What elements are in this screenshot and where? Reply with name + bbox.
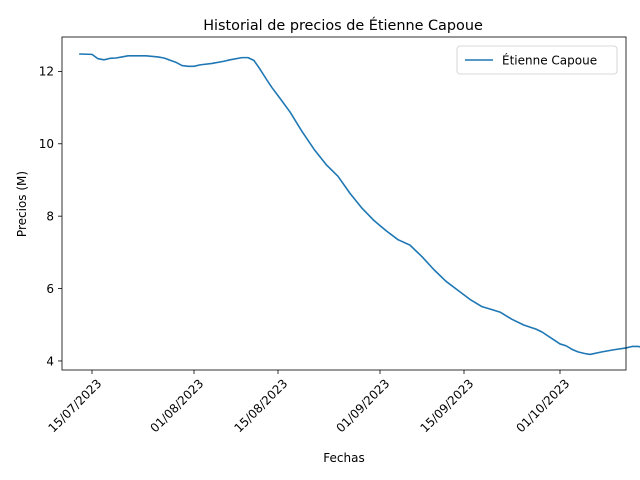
y-axis-label: Precios (M) bbox=[15, 171, 29, 237]
x-axis-label: Fechas bbox=[323, 451, 364, 465]
chart-title: Historial de precios de Étienne Capoue bbox=[203, 17, 483, 34]
legend: Étienne Capoue bbox=[456, 45, 618, 75]
legend-label: Étienne Capoue bbox=[502, 53, 597, 68]
y-tick-label: 12 bbox=[39, 65, 54, 79]
plot-frame bbox=[61, 36, 627, 371]
legend-box bbox=[456, 45, 618, 75]
y-axis: 4 6 8 10 12 bbox=[39, 65, 62, 368]
y-tick-label: 8 bbox=[46, 209, 54, 223]
y-tick-label: 4 bbox=[46, 354, 54, 368]
y-tick-label: 6 bbox=[46, 282, 54, 296]
y-tick-label: 10 bbox=[39, 137, 54, 151]
series-line-etienne-capoue bbox=[79, 53, 640, 356]
plot-area bbox=[79, 53, 640, 356]
